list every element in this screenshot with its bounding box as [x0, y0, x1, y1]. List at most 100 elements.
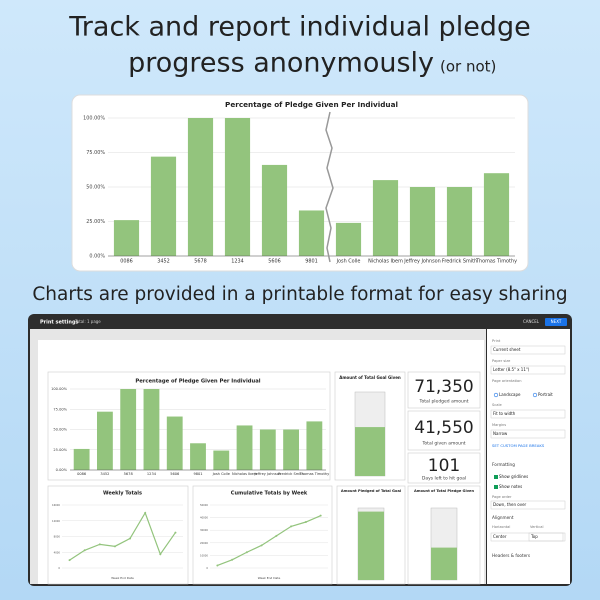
panel — [407, 371, 481, 409]
x-tick-label: 5606 — [170, 472, 180, 476]
bar — [187, 118, 214, 256]
setting-text: Top — [530, 534, 538, 539]
setting-text: Alignment — [492, 515, 514, 520]
x-tick-label: Josh Colle — [212, 472, 230, 476]
x-tick-label: Jeffrey Johnson — [403, 259, 441, 265]
point — [68, 559, 71, 562]
y-tick-label: 0.00% — [56, 468, 68, 472]
dropdown — [490, 409, 566, 419]
x-tick-label: Josh Colle — [336, 259, 361, 265]
bar — [96, 411, 113, 470]
setting-text: Scale — [492, 403, 502, 407]
setting-text: Letter (8.5" x 11") — [493, 367, 530, 372]
x-tick-label: Jeffrey Johnson — [254, 472, 282, 476]
chart-title: Amount Pledged of Total Goal — [341, 489, 401, 493]
gauge-fill — [358, 511, 384, 580]
bar — [335, 222, 362, 256]
point — [98, 543, 101, 546]
point — [144, 511, 147, 514]
bar — [166, 416, 183, 470]
line — [69, 511, 176, 561]
y-tick-label: 40000 — [200, 516, 208, 520]
headline: Track and report individual pledge — [68, 12, 530, 43]
setting-text: Paper size — [492, 359, 511, 363]
chart-title: Weekly Totals — [103, 491, 142, 497]
gauge-fill — [355, 427, 385, 476]
x-tick-label: Fredrick Smith — [442, 259, 477, 265]
x-tick-label: 9801 — [305, 259, 318, 265]
x-tick-label: 1234 — [231, 259, 244, 265]
setting-text: Page orientation — [492, 379, 522, 383]
panel — [47, 485, 189, 585]
dropdown — [490, 532, 566, 542]
checkbox — [494, 485, 498, 489]
settings-panel — [487, 329, 570, 584]
bar — [143, 389, 160, 470]
panel — [192, 485, 333, 585]
chart-title: Percentage of Pledge Given Per Individua… — [135, 379, 260, 385]
gauge-fill — [431, 547, 457, 580]
y-tick-label: 4000 — [54, 550, 61, 554]
point — [290, 525, 293, 528]
chart-title: Cumulative Totals by Week — [231, 491, 308, 497]
y-tick-label: 100.00% — [83, 116, 105, 122]
point — [260, 544, 263, 547]
x-tick-label: 5678 — [124, 472, 134, 476]
setting-text: Show notes — [499, 484, 522, 489]
y-tick-label: 0 — [206, 566, 208, 570]
dropdown — [528, 532, 564, 542]
bar — [409, 187, 436, 256]
y-tick-label: 0 — [58, 566, 60, 570]
y-tick-label: 20000 — [200, 541, 208, 545]
setting-text: Current sheet — [493, 347, 521, 352]
setting-text: Print — [492, 339, 501, 343]
bar — [306, 421, 323, 470]
subheadline: Charts are provided in a printable forma… — [32, 284, 567, 305]
cancel-button[interactable]: CANCEL — [523, 319, 540, 324]
x-tick-label: 5606 — [268, 259, 281, 265]
bar — [113, 220, 140, 256]
point — [216, 564, 219, 567]
headline: progress anonymously — [128, 48, 434, 79]
x-tick-label: 0086 — [77, 472, 87, 476]
y-tick-label: 50000 — [200, 503, 208, 507]
next-button[interactable] — [545, 318, 567, 326]
kpi-value: 101 — [428, 456, 460, 476]
dropdown — [490, 429, 566, 439]
x-axis-label: Week End Date — [258, 576, 281, 580]
x-tick-label: Nicholas Ibem — [232, 472, 258, 476]
chart-title: Percentage of Pledge Given Per Individua… — [225, 100, 398, 109]
y-tick-label: 25.00% — [53, 448, 67, 452]
setting-text: Show gridlines — [499, 474, 528, 479]
chart-title: Amount of Total Goal Given — [339, 375, 401, 380]
setting-text: Horizontal — [492, 525, 510, 529]
y-tick-label: 12000 — [52, 519, 60, 523]
panel — [407, 452, 481, 484]
setting-text: Fit to width — [493, 411, 516, 416]
x-tick-label: Nicholas Ibem — [368, 259, 403, 265]
point — [319, 514, 322, 517]
bar — [213, 450, 230, 470]
point — [304, 521, 307, 524]
setting-text: Headers & footers — [492, 553, 530, 558]
setting-text: Margins — [492, 423, 506, 427]
bar — [446, 187, 473, 256]
line — [217, 515, 321, 567]
setting-text: SET CUSTOM PAGE BREAKS — [492, 443, 545, 448]
chart-title: Amount of Total Pledge Given — [414, 489, 475, 493]
kpi-label: Total given amount — [421, 441, 465, 447]
point — [159, 553, 162, 556]
y-tick-label: 75.00% — [53, 407, 67, 411]
panel — [47, 371, 331, 481]
dropdown — [490, 365, 566, 375]
y-tick-label: 30000 — [200, 528, 208, 532]
bar — [236, 425, 253, 470]
point — [231, 558, 234, 561]
kpi-value: 71,350 — [414, 377, 473, 397]
bar — [298, 210, 325, 256]
kpi-label: Days left to hit goal — [422, 476, 466, 482]
y-tick-label: 100.00% — [51, 387, 67, 391]
setting-text: Landscape — [499, 392, 521, 397]
bar — [120, 389, 137, 470]
